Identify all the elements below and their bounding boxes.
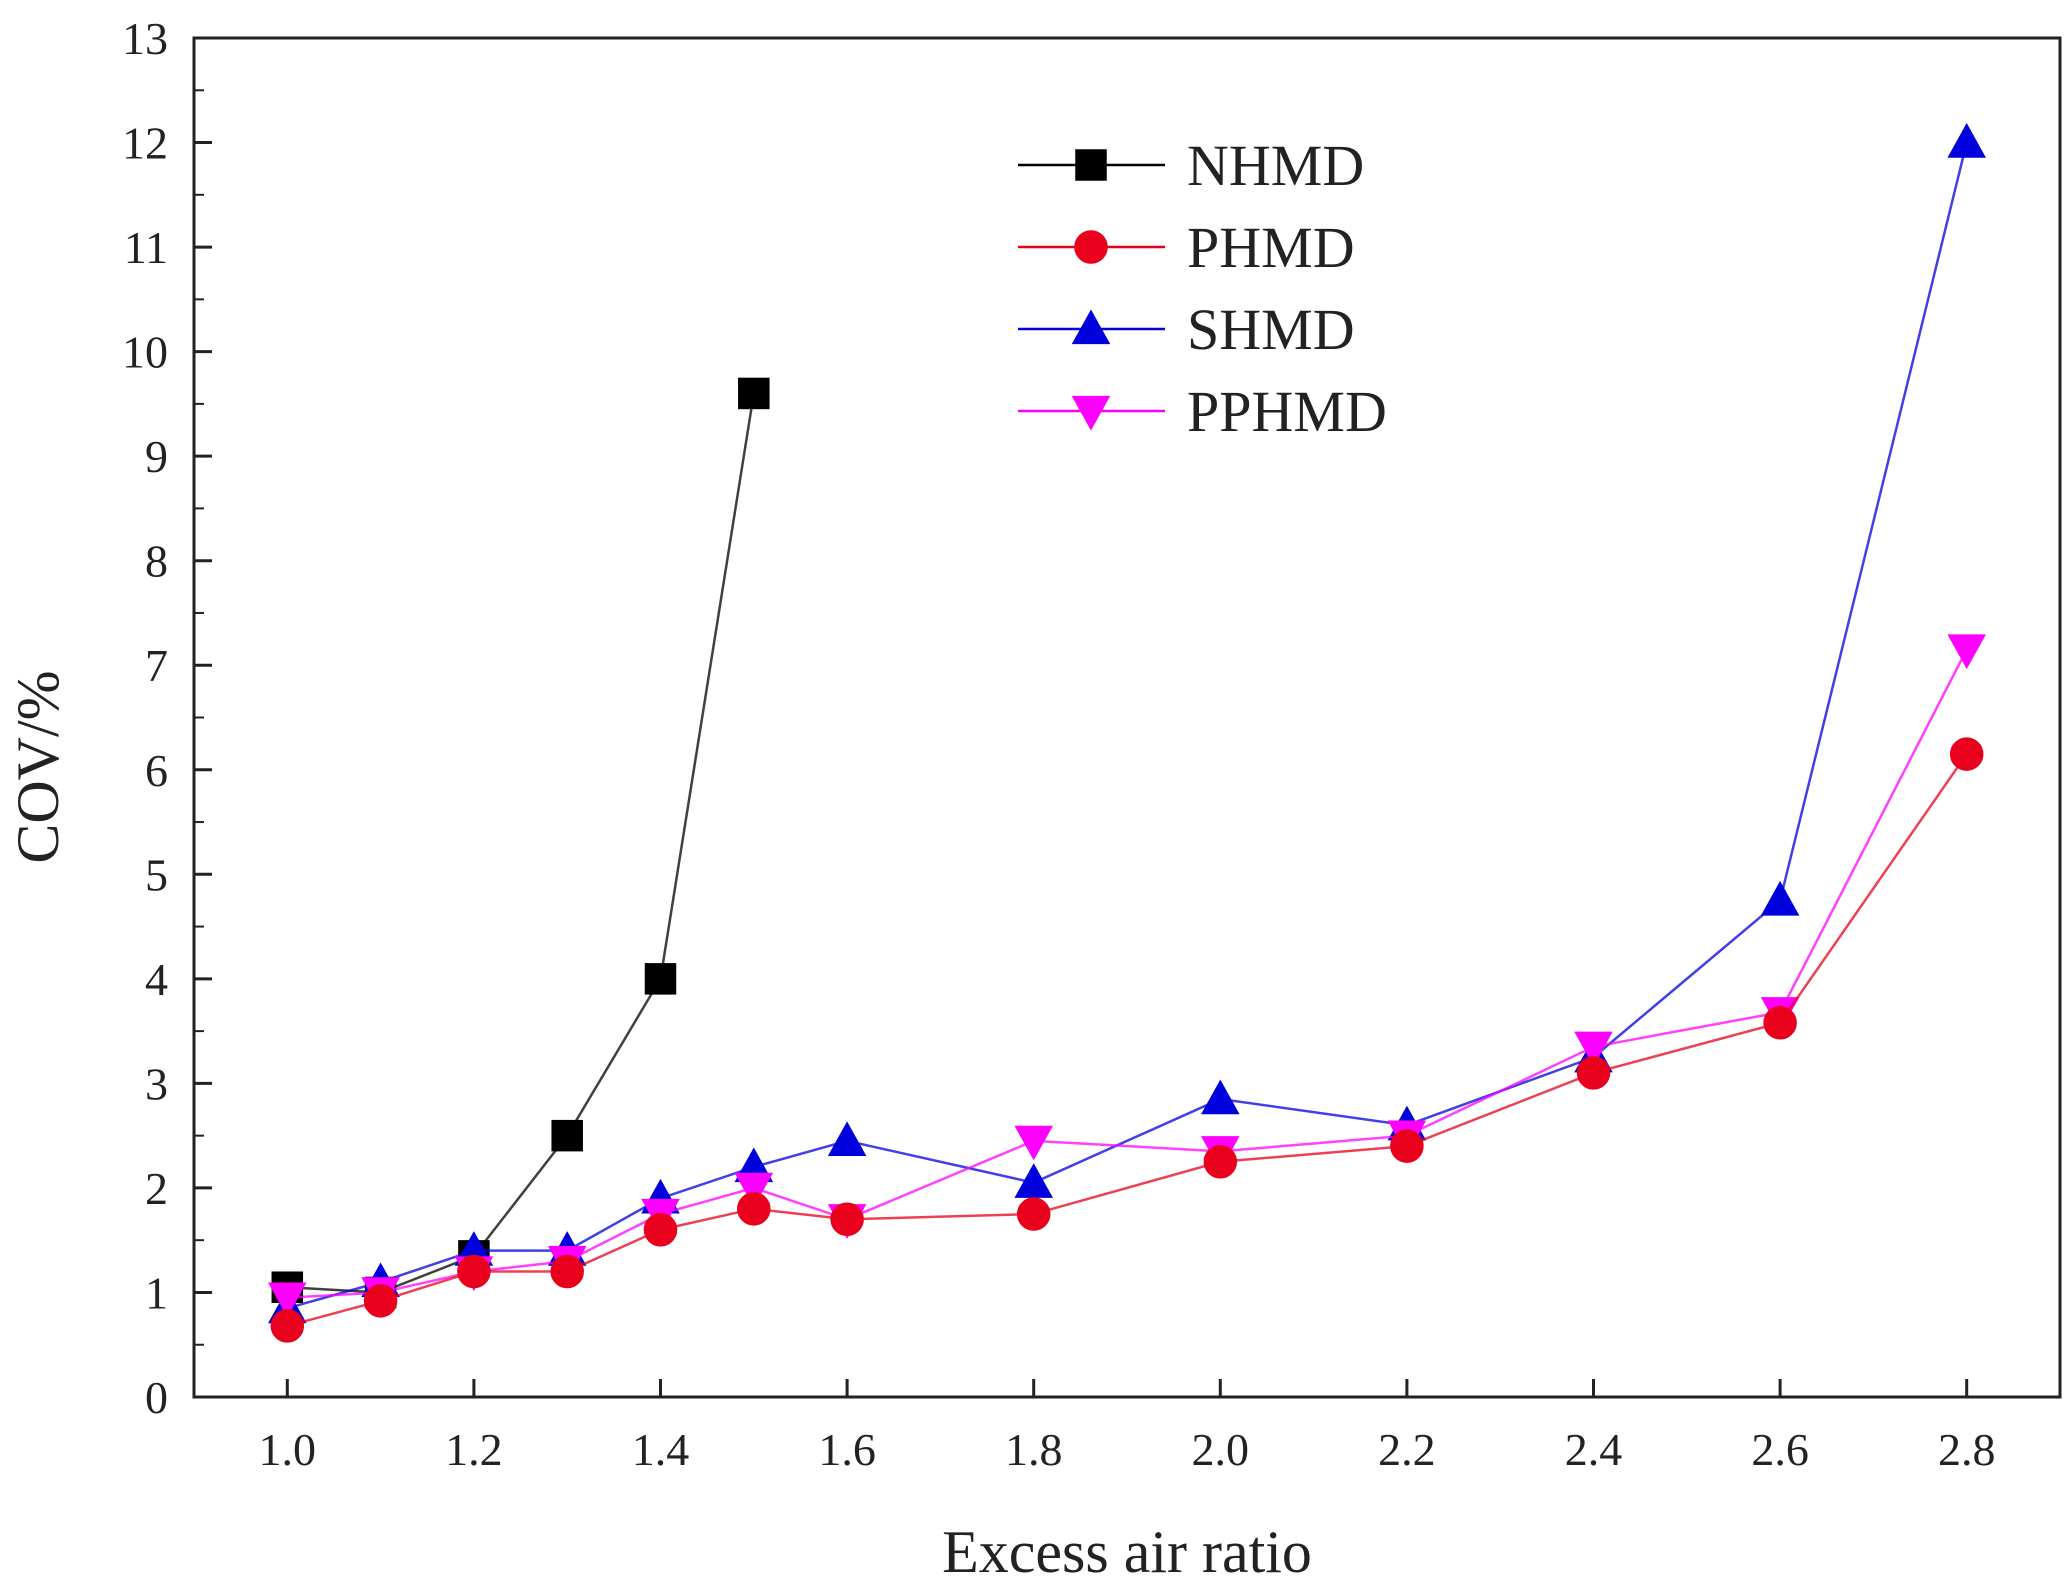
data-point-pphmd <box>1947 634 1986 670</box>
legend-item-pphmd: PPHMD <box>1018 379 1387 444</box>
data-point-phmd <box>1203 1145 1238 1179</box>
y-tick-label: 10 <box>122 327 168 378</box>
series-phmd <box>270 737 1984 1343</box>
legend-item-phmd: PHMD <box>1018 215 1355 280</box>
y-tick-label: 0 <box>145 1372 168 1423</box>
data-point-pphmd <box>1014 1125 1053 1161</box>
series-pphmd <box>268 634 1986 1318</box>
data-point-phmd <box>1016 1197 1051 1231</box>
data-point-phmd <box>1949 737 1984 771</box>
x-tick-label: 1.6 <box>818 1424 876 1475</box>
y-tick-label: 2 <box>145 1163 168 1214</box>
series-line-shmd <box>286 142 1968 1310</box>
x-tick-label: 2.6 <box>1751 1424 1809 1475</box>
legend: NHMD PHMD SHMD PPHMD <box>1018 133 1387 444</box>
legend-label: NHMD <box>1187 133 1364 198</box>
data-point-phmd <box>1576 1056 1611 1090</box>
series-line-nhmd <box>287 393 756 1294</box>
legend-label: PHMD <box>1187 215 1355 280</box>
legend-label: SHMD <box>1187 297 1355 362</box>
x-tick-label: 1.0 <box>259 1424 317 1475</box>
x-axis-title: Excess air ratio <box>942 1519 1312 1584</box>
y-tick-label: 4 <box>145 954 168 1005</box>
y-axis-title: COV/% <box>5 670 71 863</box>
data-point-nhmd <box>738 377 770 410</box>
x-tick-label: 2.8 <box>1938 1424 1996 1475</box>
data-point-phmd <box>737 1192 771 1226</box>
legend-marker <box>1074 230 1108 264</box>
series-shmd <box>268 122 1986 1324</box>
legend-marker <box>1075 149 1107 181</box>
x-tick-label: 1.2 <box>445 1424 503 1475</box>
y-tick-label: 7 <box>145 640 168 691</box>
data-point-shmd <box>827 1121 867 1157</box>
x-tick-label: 1.8 <box>1005 1424 1063 1475</box>
x-tick-label: 2.0 <box>1192 1424 1250 1475</box>
data-point-pphmd <box>1574 1031 1613 1067</box>
series-line-phmd <box>286 753 1968 1328</box>
data-point-pphmd <box>734 1172 774 1208</box>
x-axis-ticks: 1.0 1.2 1.4 1.6 1.8 2.0 2.2 2.4 2.6 2.8 <box>259 1379 1996 1475</box>
data-point-shmd <box>1760 880 1800 916</box>
data-point-phmd <box>550 1254 584 1289</box>
x-tick-label: 2.4 <box>1565 1424 1623 1475</box>
y-tick-label: 3 <box>145 1058 168 1109</box>
data-point-phmd <box>270 1309 305 1343</box>
legend-item-shmd: SHMD <box>1018 297 1355 362</box>
y-tick-label: 8 <box>145 536 168 587</box>
legend-marker <box>1071 309 1111 345</box>
data-point-nhmd <box>551 1119 583 1152</box>
data-point-pphmd <box>268 1282 307 1318</box>
data-point-phmd <box>363 1284 398 1318</box>
data-point-shmd <box>1201 1079 1240 1115</box>
legend-marker <box>1071 395 1111 431</box>
y-tick-label: 9 <box>145 431 168 482</box>
data-point-phmd <box>643 1212 678 1247</box>
y-tick-label: 6 <box>145 745 168 796</box>
data-point-phmd <box>1390 1129 1424 1163</box>
series-nhmd <box>271 377 770 1309</box>
series-line-pphmd <box>287 648 1968 1299</box>
data-point-shmd <box>1014 1163 1053 1198</box>
data-point-phmd <box>830 1202 864 1237</box>
y-tick-label: 13 <box>122 13 168 64</box>
data-point-phmd <box>457 1254 491 1289</box>
x-tick-label: 2.2 <box>1378 1424 1436 1475</box>
y-tick-label: 11 <box>124 222 168 273</box>
legend-label: PPHMD <box>1187 379 1387 444</box>
x-tick-label: 1.4 <box>632 1424 690 1475</box>
legend-item-nhmd: NHMD <box>1018 133 1364 198</box>
data-point-shmd <box>1947 122 1986 158</box>
plot-frame <box>192 36 2062 1399</box>
y-tick-label: 1 <box>145 1267 168 1318</box>
series-layer <box>268 122 1986 1343</box>
data-point-phmd <box>1763 1006 1797 1040</box>
data-point-nhmd <box>644 963 677 995</box>
y-tick-label: 5 <box>145 849 168 900</box>
y-tick-label: 12 <box>122 118 168 169</box>
